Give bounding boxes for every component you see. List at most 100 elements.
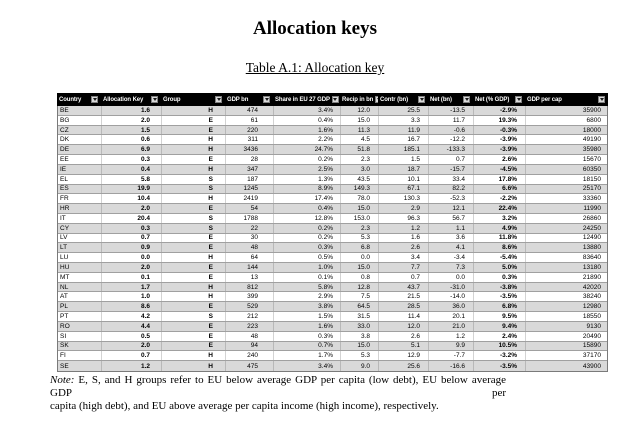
cell-country: ES [58,184,102,194]
cell-net_pct: 19.3% [474,115,526,125]
column-header-label: Share in EU 27 GDP [275,96,330,103]
cell-alloc_key: 0.7 [102,233,162,243]
cell-recip: 43.5 [341,174,379,184]
filter-button-contr[interactable] [418,96,425,103]
table-row-FR: FR 10.4 H 2419 17.4% 78.0 130.3 -52.3 -2.2% 33360 [58,194,607,205]
cell-country: FR [58,194,102,204]
cell-gdp_per_cap: 25170 [582,185,601,193]
cell-contr: 5.1 [379,341,429,351]
cell-gdp_bn: 187 [226,174,274,184]
cell-net: 20.1 [429,312,474,321]
cell-group: E [162,263,226,272]
cell-contr: 96.3 [379,213,429,223]
cell-net_pct: -5.4% [474,253,526,262]
cell-share: 0.4% [274,204,341,213]
cell-recip: 9.0 [341,361,379,371]
table-row-EE: EE 0.3 E 28 0.2% 2.3 1.5 0.7 2.6% 15670 [58,155,607,165]
cell-country: SE [58,361,102,371]
cell-gdp_bn: 347 [226,164,274,174]
cell-group: H [162,135,226,145]
cell-share: 2.2% [274,135,341,145]
filter-dropdown-icon [516,98,521,101]
table-row-PT: PT 4.2 S 212 1.5% 31.5 11.4 20.1 9.5% 18550 [58,312,607,322]
cell-group: H [162,351,226,361]
filter-button-gdp_bn[interactable] [263,96,270,103]
cell-share: 1.0% [274,263,341,272]
cell-net_pct: -3.5% [474,292,526,302]
cell-alloc_key: 0.0 [102,253,162,262]
filter-button-country[interactable] [91,96,98,103]
cell-contr: 7.7 [379,263,429,272]
cell-net_pct: 5.0% [474,263,526,272]
table-row-IT: IT 20.4 S 1788 12.8% 153.0 96.3 56.7 3.2% 26860 [58,213,607,224]
table-row-AT: AT 1.0 H 399 2.9% 7.5 21.5 -14.0 -3.5% 38240 [58,292,607,303]
cell-net_pct: 9.5% [474,312,526,321]
cell-group: E [162,115,226,125]
filter-button-gdp_per_cap[interactable] [598,96,605,103]
cell-group: S [162,174,226,184]
cell-gdp_per_cap: 26860 [582,214,601,222]
allocation-table: Country Allocation Key Group GDP bn Share in… [57,93,608,372]
cell-country: IT [58,213,102,223]
table-row-LV: LV 0.7 E 30 0.2% 5.3 1.6 3.6 11.8% 12490 [58,233,607,244]
cell-country: EL [58,174,102,184]
cell-gdp_per_cap: 18150 [582,175,601,183]
filter-button-alloc_key[interactable] [151,96,158,103]
cell-net: 12.1 [429,204,474,213]
cell-country: FI [58,351,102,361]
filter-button-net_pct[interactable] [515,96,522,103]
column-header-recip: Recip in bn [340,93,378,106]
cell-net_pct: 4.9% [474,223,526,233]
cell-net: -7.7 [429,351,474,361]
filter-button-share[interactable] [331,96,339,103]
cell-recip: 5.3 [341,351,379,361]
cell-net: 9.9 [429,341,474,351]
cell-gdp_per_cap: 12490 [582,234,601,242]
cell-gdp_per_cap: 18000 [582,126,601,134]
cell-share: 2.9% [274,292,341,302]
cell-net: -16.6 [429,361,474,371]
cell-net: 7.3 [429,263,474,272]
filter-dropdown-icon [419,98,424,101]
cell-group: E [162,302,226,312]
filter-button-net[interactable] [463,96,470,103]
cell-contr: 2.6 [379,331,429,341]
cell-group: H [162,282,226,292]
cell-contr: 12.9 [379,351,429,361]
cell-net_pct: 8.6% [474,243,526,253]
table-row-EL: EL 5.8 S 187 1.3% 43.5 10.1 33.4 17.8% 18150 [58,174,607,185]
table-row-HR: HR 2.0 E 54 0.4% 15.0 2.9 12.1 22.4% 11990 [58,204,607,214]
cell-alloc_key: 0.5 [102,331,162,341]
cell-gdp_bn: 64 [226,253,274,262]
cell-alloc_key: 1.7 [102,282,162,292]
cell-country: CZ [58,125,102,135]
cell-contr: 2.9 [379,204,429,213]
cell-net_pct: 6.8% [474,302,526,312]
cell-net: -31.0 [429,282,474,292]
filter-button-recip[interactable] [375,96,378,103]
filter-button-group[interactable] [215,96,222,103]
cell-group: H [162,145,226,155]
cell-recip: 31.5 [341,312,379,321]
table-row-LT: LT 0.9 E 48 0.3% 6.8 2.6 4.1 8.6% 13880 [58,243,607,254]
table-row-HU: HU 2.0 E 144 1.0% 15.0 7.7 7.3 5.0% 13180 [58,263,607,273]
cell-share: 2.5% [274,164,341,174]
cell-net_pct: -3.8% [474,282,526,292]
cell-contr: 11.4 [379,312,429,321]
cell-gdp_per_cap: 35900 [582,106,601,114]
cell-share: 0.7% [274,341,341,351]
cell-contr: 16.7 [379,135,429,145]
cell-share: 0.1% [274,272,341,282]
column-header-gdp_per_cap: GDP per cap [525,93,608,106]
cell-country: PT [58,312,102,321]
cell-group: E [162,331,226,341]
cell-net_pct: -3.9% [474,135,526,145]
cell-recip: 64.5 [341,302,379,312]
cell-country: BE [58,106,102,115]
cell-group: S [162,223,226,233]
cell-group: E [162,243,226,253]
cell-group: S [162,312,226,321]
table-body: BE 1.6 H 474 3.4% 12.0 25.5 -13.5 -2.9% 35900 BG 2.… [57,106,608,372]
table-row-BE: BE 1.6 H 474 3.4% 12.0 25.5 -13.5 -2.9% 35900 [58,106,607,116]
table-row-SE: SE 1.2 H 475 3.4% 9.0 25.6 -16.6 -3.5% 43900 [58,361,607,371]
